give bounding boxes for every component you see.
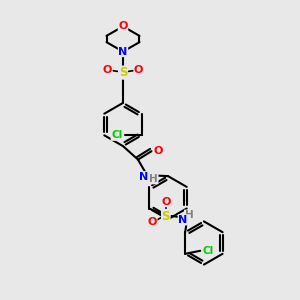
Text: S: S	[161, 209, 170, 223]
Text: N: N	[118, 46, 127, 57]
Text: O: O	[103, 65, 112, 75]
Text: O: O	[161, 196, 170, 207]
Text: H: H	[149, 174, 158, 184]
Text: Cl: Cl	[111, 130, 122, 140]
Text: O: O	[153, 146, 163, 156]
Text: N: N	[140, 172, 148, 182]
Text: N: N	[178, 215, 188, 225]
Text: O: O	[134, 65, 143, 75]
Text: S: S	[119, 66, 127, 79]
Text: O: O	[118, 21, 128, 32]
Text: O: O	[148, 217, 157, 227]
Text: Cl: Cl	[203, 246, 214, 256]
Text: H: H	[184, 210, 193, 220]
